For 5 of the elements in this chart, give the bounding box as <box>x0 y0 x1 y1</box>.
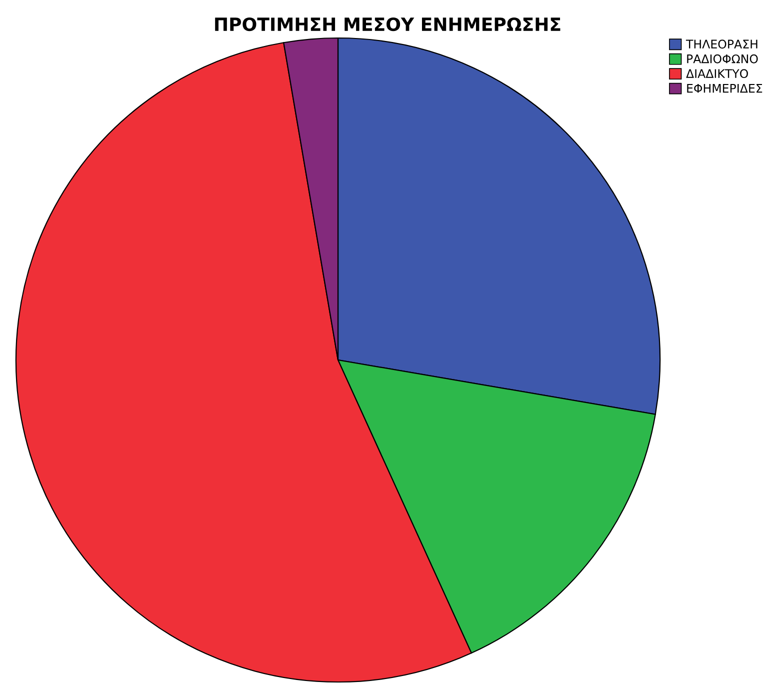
legend-label: ΡΑΔΙΟΦΩΝΟ <box>687 54 758 64</box>
legend-label: ΕΦΗΜΕΡΙΔΕΣ <box>687 84 762 93</box>
legend-label: ΤΗΛΕΟΡΑΣΗ <box>686 40 758 49</box>
legend-label: ΔΙΑΔΙΚΤΥΟ <box>686 69 748 78</box>
chart-title: ΠΡΟΤΙΜΗΣΗ ΜΕΣΟΥ ΕΝΗΜΕΡΩΣΗΣ <box>215 17 560 32</box>
